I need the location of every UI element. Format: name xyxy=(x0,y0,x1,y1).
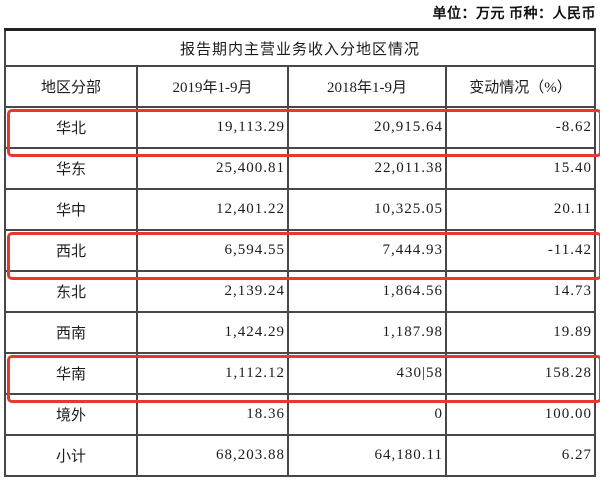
table-row: 西北 6,594.55 7,444.93 -11.42 xyxy=(4,229,597,272)
y2019-cell: 6,594.55 xyxy=(136,229,289,272)
y2018-cell: 430|58 xyxy=(287,352,447,395)
y2018-cell: 20,915.64 xyxy=(287,106,447,149)
table-row: 境外 18.36 0 100.00 xyxy=(4,393,597,436)
y2018-cell: 10,325.05 xyxy=(287,188,447,231)
column-header-1: 2019年1-9月 xyxy=(136,65,289,108)
y2019-cell: 2,139.24 xyxy=(136,270,289,313)
region-cell: 东北 xyxy=(4,270,138,313)
revenue-by-region-table: 报告期内主营业务收入分地区情况 地区分部 2019年1-9月 2018年1-9月 变动… xyxy=(3,28,597,477)
change-cell: 20.11 xyxy=(444,188,597,231)
table-row: 东北 2,139.24 1,864.56 14.73 xyxy=(4,270,597,313)
change-cell: 14.73 xyxy=(444,270,597,313)
column-header-0: 地区分部 xyxy=(4,65,138,108)
y2018-cell: 1,187.98 xyxy=(287,311,447,354)
table-row: 小计 68,203.88 64,180.11 6.27 xyxy=(4,434,597,477)
unit-currency-note: 单位：万元 币种：人民币 xyxy=(432,7,596,22)
column-header-2: 2018年1-9月 xyxy=(287,65,447,108)
change-cell: -11.42 xyxy=(444,229,597,272)
region-cell: 西北 xyxy=(4,229,138,272)
table-row: 西南 1,424.29 1,187.98 19.89 xyxy=(4,311,597,354)
region-cell: 华北 xyxy=(4,106,138,149)
table-row: 华东 25,400.81 22,011.38 15.40 xyxy=(4,147,597,190)
table-title-row: 报告期内主营业务收入分地区情况 xyxy=(3,28,597,67)
table-row: 华北 19,113.29 20,915.64 -8.62 xyxy=(4,106,597,149)
y2019-cell: 68,203.88 xyxy=(136,434,289,477)
table-row: 华南 1,112.12 430|58 158.28 xyxy=(4,352,597,395)
y2018-cell: 64,180.11 xyxy=(287,434,447,477)
region-cell: 华中 xyxy=(4,188,138,231)
table-header-row: 地区分部 2019年1-9月 2018年1-9月 变动情况（%） xyxy=(4,65,597,108)
region-cell: 华南 xyxy=(4,352,138,395)
change-cell: 19.89 xyxy=(444,311,597,354)
y2018-cell: 22,011.38 xyxy=(287,147,447,190)
change-cell: -8.62 xyxy=(444,106,597,149)
region-cell: 华东 xyxy=(4,147,138,190)
y2019-cell: 18.36 xyxy=(136,393,289,436)
column-header-3: 变动情况（%） xyxy=(444,65,597,108)
y2019-cell: 25,400.81 xyxy=(136,147,289,190)
change-cell: 15.40 xyxy=(444,147,597,190)
change-cell: 100.00 xyxy=(444,393,597,436)
table-title: 报告期内主营业务收入分地区情况 xyxy=(3,28,597,67)
y2018-cell: 7,444.93 xyxy=(287,229,447,272)
y2019-cell: 1,424.29 xyxy=(136,311,289,354)
change-cell: 6.27 xyxy=(444,434,597,477)
region-cell: 西南 xyxy=(4,311,138,354)
y2018-cell: 0 xyxy=(287,393,447,436)
region-cell: 境外 xyxy=(4,393,138,436)
y2019-cell: 19,113.29 xyxy=(136,106,289,149)
region-cell: 小计 xyxy=(4,434,138,477)
y2019-cell: 12,401.22 xyxy=(136,188,289,231)
change-cell: 158.28 xyxy=(444,352,597,395)
y2018-cell: 1,864.56 xyxy=(287,270,447,313)
table-row: 华中 12,401.22 10,325.05 20.11 xyxy=(4,188,597,231)
y2019-cell: 1,112.12 xyxy=(136,352,289,395)
